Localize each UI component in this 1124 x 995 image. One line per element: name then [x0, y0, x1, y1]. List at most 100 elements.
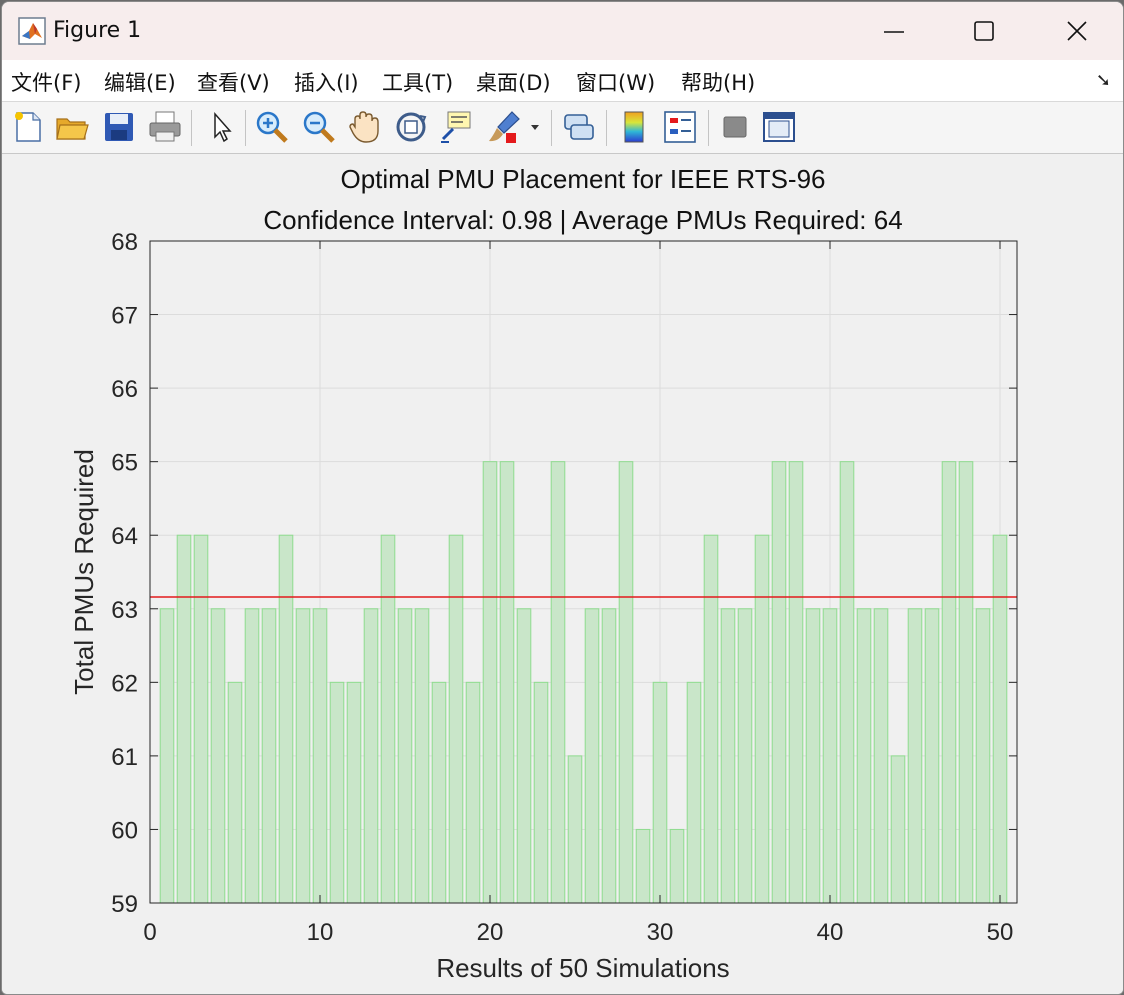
menu-tools[interactable]: 工具(T) — [382, 71, 454, 95]
zoom-out-icon[interactable] — [301, 109, 337, 145]
toolbar-separator — [708, 110, 709, 146]
bar — [227, 681, 243, 904]
toolbar-separator — [551, 110, 552, 146]
bar — [771, 461, 787, 904]
bar — [856, 608, 872, 904]
menu-window[interactable]: 窗口(W) — [576, 71, 656, 95]
bar — [346, 681, 362, 904]
bar — [414, 608, 430, 904]
bar — [635, 828, 651, 904]
y-ticks: 59 60 61 62 63 64 65 66 67 68 — [111, 229, 1017, 918]
menu-edit[interactable]: 编辑(E) — [104, 71, 176, 95]
bar — [805, 608, 821, 904]
bar — [890, 755, 906, 904]
bar-series — [159, 461, 1008, 904]
bar — [822, 608, 838, 904]
print-icon[interactable] — [147, 109, 183, 145]
pointer-icon[interactable] — [203, 109, 239, 145]
menu-help[interactable]: 帮助(H) — [681, 71, 756, 95]
x-tick-label: 0 — [143, 919, 156, 946]
hide-tools-icon[interactable] — [717, 109, 753, 145]
bar — [312, 608, 328, 904]
bar — [669, 828, 685, 904]
y-tick-label: 68 — [111, 229, 138, 256]
menu-desktop[interactable]: 桌面(D) — [476, 71, 551, 95]
bar — [397, 608, 413, 904]
axes-box — [149, 240, 1018, 904]
bar — [567, 755, 583, 904]
toolbar-separator — [606, 110, 607, 146]
brush-icon[interactable] — [486, 109, 522, 145]
rotate-3d-icon[interactable] — [393, 109, 429, 145]
legend-icon[interactable] — [662, 109, 698, 145]
menu-insert[interactable]: 插入(I) — [294, 71, 359, 95]
bar — [975, 608, 991, 904]
show-tools-icon[interactable] — [761, 109, 797, 145]
bar — [448, 534, 464, 904]
bar — [363, 608, 379, 904]
bar — [941, 461, 957, 904]
y-tick-label: 66 — [111, 376, 138, 403]
x-tick-label: 50 — [987, 919, 1014, 946]
y-tick-label: 62 — [111, 670, 138, 697]
figure-canvas: 0 10 20 30 40 50 59 60 61 62 63 64 65 66 67 68 Optimal… — [2, 154, 1123, 994]
bar — [737, 608, 753, 904]
link-plot-icon[interactable] — [561, 109, 597, 145]
bar — [533, 681, 549, 904]
x-ticks: 0 10 20 30 40 50 — [143, 241, 1013, 946]
bar — [618, 461, 634, 904]
bar — [873, 608, 889, 904]
bar — [210, 608, 226, 904]
close-button[interactable] — [1032, 2, 1122, 60]
menu-view[interactable]: 查看(V) — [197, 71, 270, 95]
y-tick-label: 64 — [111, 523, 138, 550]
bar-chart: 0 10 20 30 40 50 59 60 61 62 63 64 65 66 67 68 Optimal… — [69, 164, 1018, 983]
maximize-button[interactable] — [939, 2, 1029, 60]
y-tick-label: 60 — [111, 817, 138, 844]
bar — [431, 681, 447, 904]
bar — [703, 534, 719, 904]
matlab-logo-icon — [18, 17, 46, 45]
bar — [159, 608, 175, 904]
menu-bar: 文件(F) 编辑(E) 查看(V) 插入(I) 工具(T) 桌面(D) 窗口(W… — [2, 60, 1123, 102]
zoom-in-icon[interactable] — [254, 109, 290, 145]
open-folder-icon[interactable] — [54, 109, 90, 145]
chart-title: Optimal PMU Placement for IEEE RTS-96 — [340, 164, 825, 194]
x-axis-label: Results of 50 Simulations — [436, 953, 729, 983]
maximize-icon — [974, 21, 994, 41]
bar — [754, 534, 770, 904]
bar — [788, 461, 804, 904]
x-tick-label: 10 — [307, 919, 334, 946]
bar — [465, 681, 481, 904]
bar — [329, 681, 345, 904]
y-tick-label: 59 — [111, 891, 138, 918]
bar — [176, 534, 192, 904]
menu-expand-icon[interactable]: ➘ — [1095, 70, 1111, 90]
data-cursor-icon[interactable] — [439, 109, 475, 145]
bar — [958, 461, 974, 904]
bar — [720, 608, 736, 904]
menu-file[interactable]: 文件(F) — [11, 71, 82, 95]
colorbar-icon[interactable] — [616, 109, 652, 145]
new-figure-icon[interactable] — [10, 109, 46, 145]
bar — [380, 534, 396, 904]
pan-hand-icon[interactable] — [347, 109, 383, 145]
y-tick-label: 65 — [111, 450, 138, 477]
bar — [907, 608, 923, 904]
bar — [992, 534, 1008, 904]
brush-dropdown-icon[interactable] — [526, 109, 544, 145]
y-tick-label: 61 — [111, 744, 138, 771]
bar — [295, 608, 311, 904]
minimize-icon — [884, 31, 904, 33]
x-tick-label: 40 — [817, 919, 844, 946]
minimize-button[interactable] — [849, 2, 939, 60]
bar — [584, 608, 600, 904]
title-bar: Figure 1 — [2, 2, 1123, 60]
save-icon[interactable] — [101, 109, 137, 145]
toolbar-separator — [245, 110, 246, 146]
bar — [550, 461, 566, 904]
bar — [652, 681, 668, 904]
y-tick-label: 63 — [111, 597, 138, 624]
y-tick-label: 67 — [111, 303, 138, 330]
